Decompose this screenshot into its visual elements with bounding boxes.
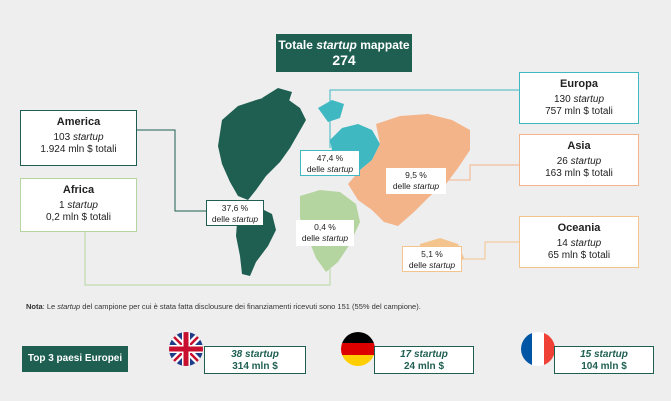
- percent-text: delle startup: [211, 213, 259, 224]
- total-title: Totale startup mappate: [278, 38, 410, 52]
- percent-text: delle startup: [408, 259, 456, 270]
- region-startups: 14 startup: [556, 237, 602, 249]
- europa-percent-label: 47,4 % delle startup: [300, 150, 360, 176]
- oceania-percent-label: 5,1 % delle startup: [402, 246, 462, 272]
- asia-percent-label: 9,5 % delle startup: [386, 168, 446, 194]
- percent-value: 0,4 %: [314, 222, 336, 232]
- america-box: America 103 startup 1.924 mln $ totali: [20, 110, 137, 166]
- percent-value: 37,6 %: [221, 203, 249, 213]
- footnote: Nota: Le startup del campione per cui è …: [26, 302, 421, 311]
- country-funding: 314 mln $: [232, 361, 278, 372]
- country-startups: 38 startup: [231, 349, 279, 360]
- country-startups: 17 startup: [400, 349, 448, 360]
- north-america-shape: [218, 96, 306, 200]
- region-startups: 103 startup: [53, 131, 104, 143]
- europa-box: Europa 130 startup 757 mln $ totali: [519, 72, 639, 124]
- region-funding: 0,2 mln $ totali: [45, 212, 112, 224]
- france-flag-icon: [521, 332, 555, 366]
- america-percent-label: 37,6 % delle startup: [206, 200, 264, 226]
- total-value: 274: [332, 52, 356, 69]
- percent-text: delle startup: [306, 163, 354, 174]
- uk-stats-box: 38 startup 314 mln $: [204, 346, 306, 374]
- total-startups-box: Totale startup mappate 274: [276, 34, 412, 72]
- germany-stats-box: 17 startup 24 mln $: [374, 346, 474, 374]
- france-stats-box: 15 startup 104 mln $: [554, 346, 654, 374]
- region-startups: 130 startup: [553, 93, 605, 105]
- region-name: America: [56, 116, 101, 128]
- region-funding: 757 mln $ totali: [545, 106, 613, 118]
- country-funding: 104 mln $: [581, 361, 627, 372]
- region-funding: 1.924 mln $ totali: [40, 144, 117, 156]
- africa-box: Africa 1 startup 0,2 mln $ totali: [20, 178, 137, 232]
- asia-box: Asia 26 startup 163 mln $ totali: [519, 134, 639, 186]
- percent-text: delle startup: [301, 232, 349, 243]
- uk-flag-icon: [169, 332, 203, 366]
- region-funding: 163 mln $ totali: [545, 168, 613, 180]
- percent-text: delle startup: [392, 180, 440, 191]
- percent-value: 5,1 %: [421, 249, 443, 259]
- region-name: Africa: [62, 184, 95, 196]
- region-name: Europa: [560, 78, 598, 90]
- country-startups: 15 startup: [580, 349, 628, 360]
- germany-flag-icon: [341, 332, 375, 366]
- region-name: Asia: [567, 140, 591, 152]
- percent-value: 47,4 %: [316, 153, 344, 163]
- country-funding: 24 mln $: [403, 361, 445, 372]
- percent-value: 9,5 %: [405, 170, 427, 180]
- region-funding: 65 mln $ totali: [547, 250, 611, 262]
- region-startups: 26 startup: [556, 155, 602, 167]
- africa-percent-label: 0,4 % delle startup: [296, 220, 354, 246]
- region-name: Oceania: [557, 222, 601, 234]
- oceania-box: Oceania 14 startup 65 mln $ totali: [519, 216, 639, 268]
- region-startups: 1 startup: [59, 199, 98, 211]
- top3-title: Top 3 paesi Europei: [22, 346, 128, 372]
